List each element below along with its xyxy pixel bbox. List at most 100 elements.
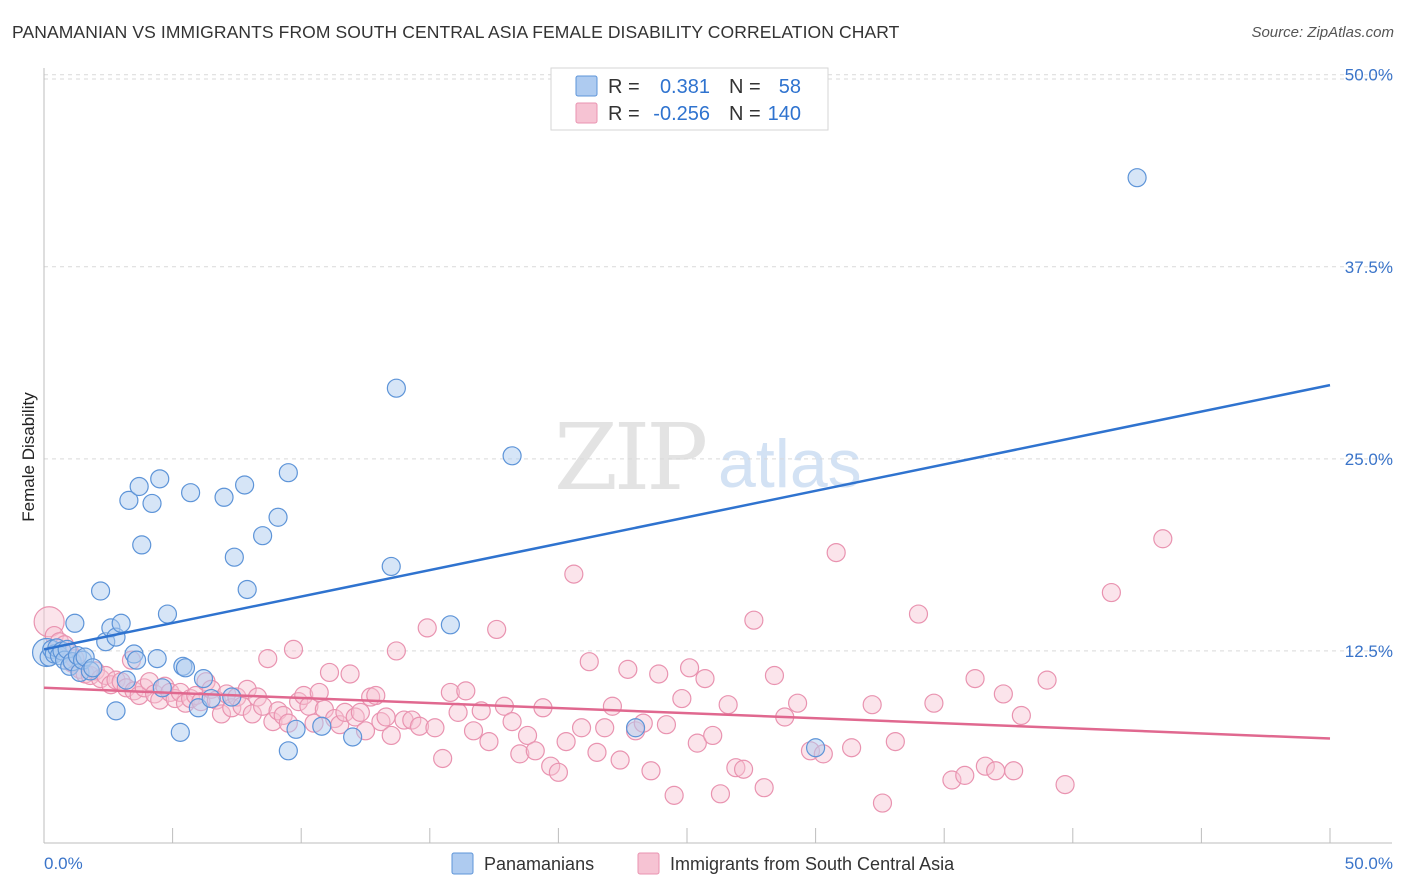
panamanians-point <box>193 668 214 689</box>
immigrants-point <box>872 793 893 813</box>
stats-legend: R = 0.381 N = 58 R = -0.256 N = 140 <box>550 67 829 131</box>
immigrants-point <box>885 731 905 752</box>
immigrants-point <box>417 618 437 638</box>
panamanians-point <box>201 688 221 709</box>
immigrants-point <box>579 652 599 672</box>
immigrants-point <box>548 762 569 782</box>
immigrants-point <box>986 761 1006 781</box>
stats-swatch-pink <box>575 102 598 124</box>
immigrants-point <box>479 731 499 752</box>
panamanians-point <box>381 556 401 577</box>
panamanians-point <box>312 716 332 736</box>
panamanians-point <box>1127 168 1147 188</box>
immigrants-point <box>456 681 476 701</box>
panamanians-point <box>188 698 208 718</box>
immigrants-point <box>319 662 340 683</box>
panamanians-point <box>214 487 234 507</box>
chart-title: PANAMANIAN VS IMMIGRANTS FROM SOUTH CENT… <box>12 22 900 42</box>
immigrants-point <box>695 668 715 689</box>
panamanians-point <box>502 446 522 466</box>
immigrants-point <box>993 684 1013 704</box>
immigrants-point <box>1004 761 1024 781</box>
panamanians-point <box>175 658 196 678</box>
stats-n-value-pink: 140 <box>768 103 801 125</box>
panamanians-point <box>65 613 85 633</box>
immigrants-point <box>703 725 723 746</box>
immigrants-point <box>1055 775 1075 795</box>
immigrants-point <box>955 765 975 785</box>
panamanians-point <box>147 649 167 669</box>
immigrants-point <box>263 712 283 732</box>
panamanians-point <box>132 535 152 555</box>
immigrants-point <box>258 649 278 669</box>
immigrants-point <box>726 758 746 778</box>
panamanians-point <box>278 463 298 483</box>
immigrants-point <box>610 750 630 770</box>
immigrants-point <box>350 702 370 722</box>
panamanians-point <box>129 476 149 497</box>
immigrants-point <box>294 685 314 706</box>
immigrants-point <box>965 668 985 689</box>
immigrants-point <box>842 738 862 758</box>
immigrants-point <box>556 731 576 752</box>
legend-label-immigrants: Immigrants from South Central Asia <box>670 854 955 874</box>
immigrants-point <box>211 704 232 724</box>
panamanians-point <box>222 687 242 707</box>
immigrants-point <box>826 542 846 563</box>
trend-lines <box>43 383 1331 740</box>
immigrants-point <box>386 641 406 661</box>
immigrants-point <box>602 696 623 716</box>
immigrants-point <box>433 748 453 769</box>
panamanians-point <box>805 738 826 758</box>
panamanians-point <box>170 722 190 742</box>
immigrants-point <box>340 664 360 684</box>
stats-r-value-blue: 0.381 <box>660 76 710 98</box>
y-tick-label: 50.0% <box>1345 66 1393 85</box>
grid <box>44 74 1392 652</box>
y-tick-label: 12.5% <box>1345 642 1393 661</box>
panamanians-point <box>440 615 460 635</box>
immigrants-point <box>710 784 731 804</box>
immigrants-point <box>448 702 468 722</box>
immigrants-point <box>564 564 584 584</box>
legend-swatch-panamanians <box>451 852 474 875</box>
series-immigrants-south-central-asia <box>33 529 1173 813</box>
immigrants-point <box>402 710 422 730</box>
x-axis-ticks <box>43 828 1331 843</box>
stats-n-value-blue: 58 <box>779 76 801 98</box>
panamanians-point <box>253 526 273 546</box>
stats-n-label-blue: N = <box>729 76 761 98</box>
panamanians-point <box>83 658 103 678</box>
immigrants-point <box>733 759 754 779</box>
stats-n-label-pink: N = <box>729 103 761 125</box>
immigrants-point <box>463 721 484 741</box>
panamanians-point <box>142 493 162 514</box>
immigrants-point <box>908 604 929 624</box>
panamanians-point <box>286 719 306 739</box>
immigrants-point <box>975 756 995 776</box>
y-tick-labels: 12.5% 25.0% 37.5% 50.0% <box>1345 66 1393 661</box>
y-tick-label: 25.0% <box>1345 450 1393 469</box>
watermark: ZIP atlas <box>554 404 862 511</box>
immigrants-point <box>595 718 615 738</box>
immigrants-point <box>754 778 774 798</box>
watermark-zip: ZIP <box>554 404 705 511</box>
immigrants-point <box>425 718 445 738</box>
immigrants-point <box>1011 705 1031 726</box>
y-tick-label: 37.5% <box>1345 258 1393 277</box>
immigrants-point <box>744 610 764 630</box>
panamanians-point <box>386 378 406 398</box>
panamanians-point <box>235 475 255 495</box>
immigrants-point <box>525 741 545 761</box>
immigrants-point <box>787 693 808 713</box>
panamanians-point <box>126 650 147 670</box>
immigrants-point <box>1153 529 1173 549</box>
series-legend: Panamanians Immigrants from South Centra… <box>451 852 955 875</box>
immigrants-point <box>672 688 692 709</box>
immigrants-point <box>641 761 661 781</box>
legend-label-panamanians: Panamanians <box>484 854 594 874</box>
panamanians-point <box>343 727 363 747</box>
stats-r-label-pink: R = <box>608 103 640 125</box>
panamanians-point <box>278 741 298 761</box>
